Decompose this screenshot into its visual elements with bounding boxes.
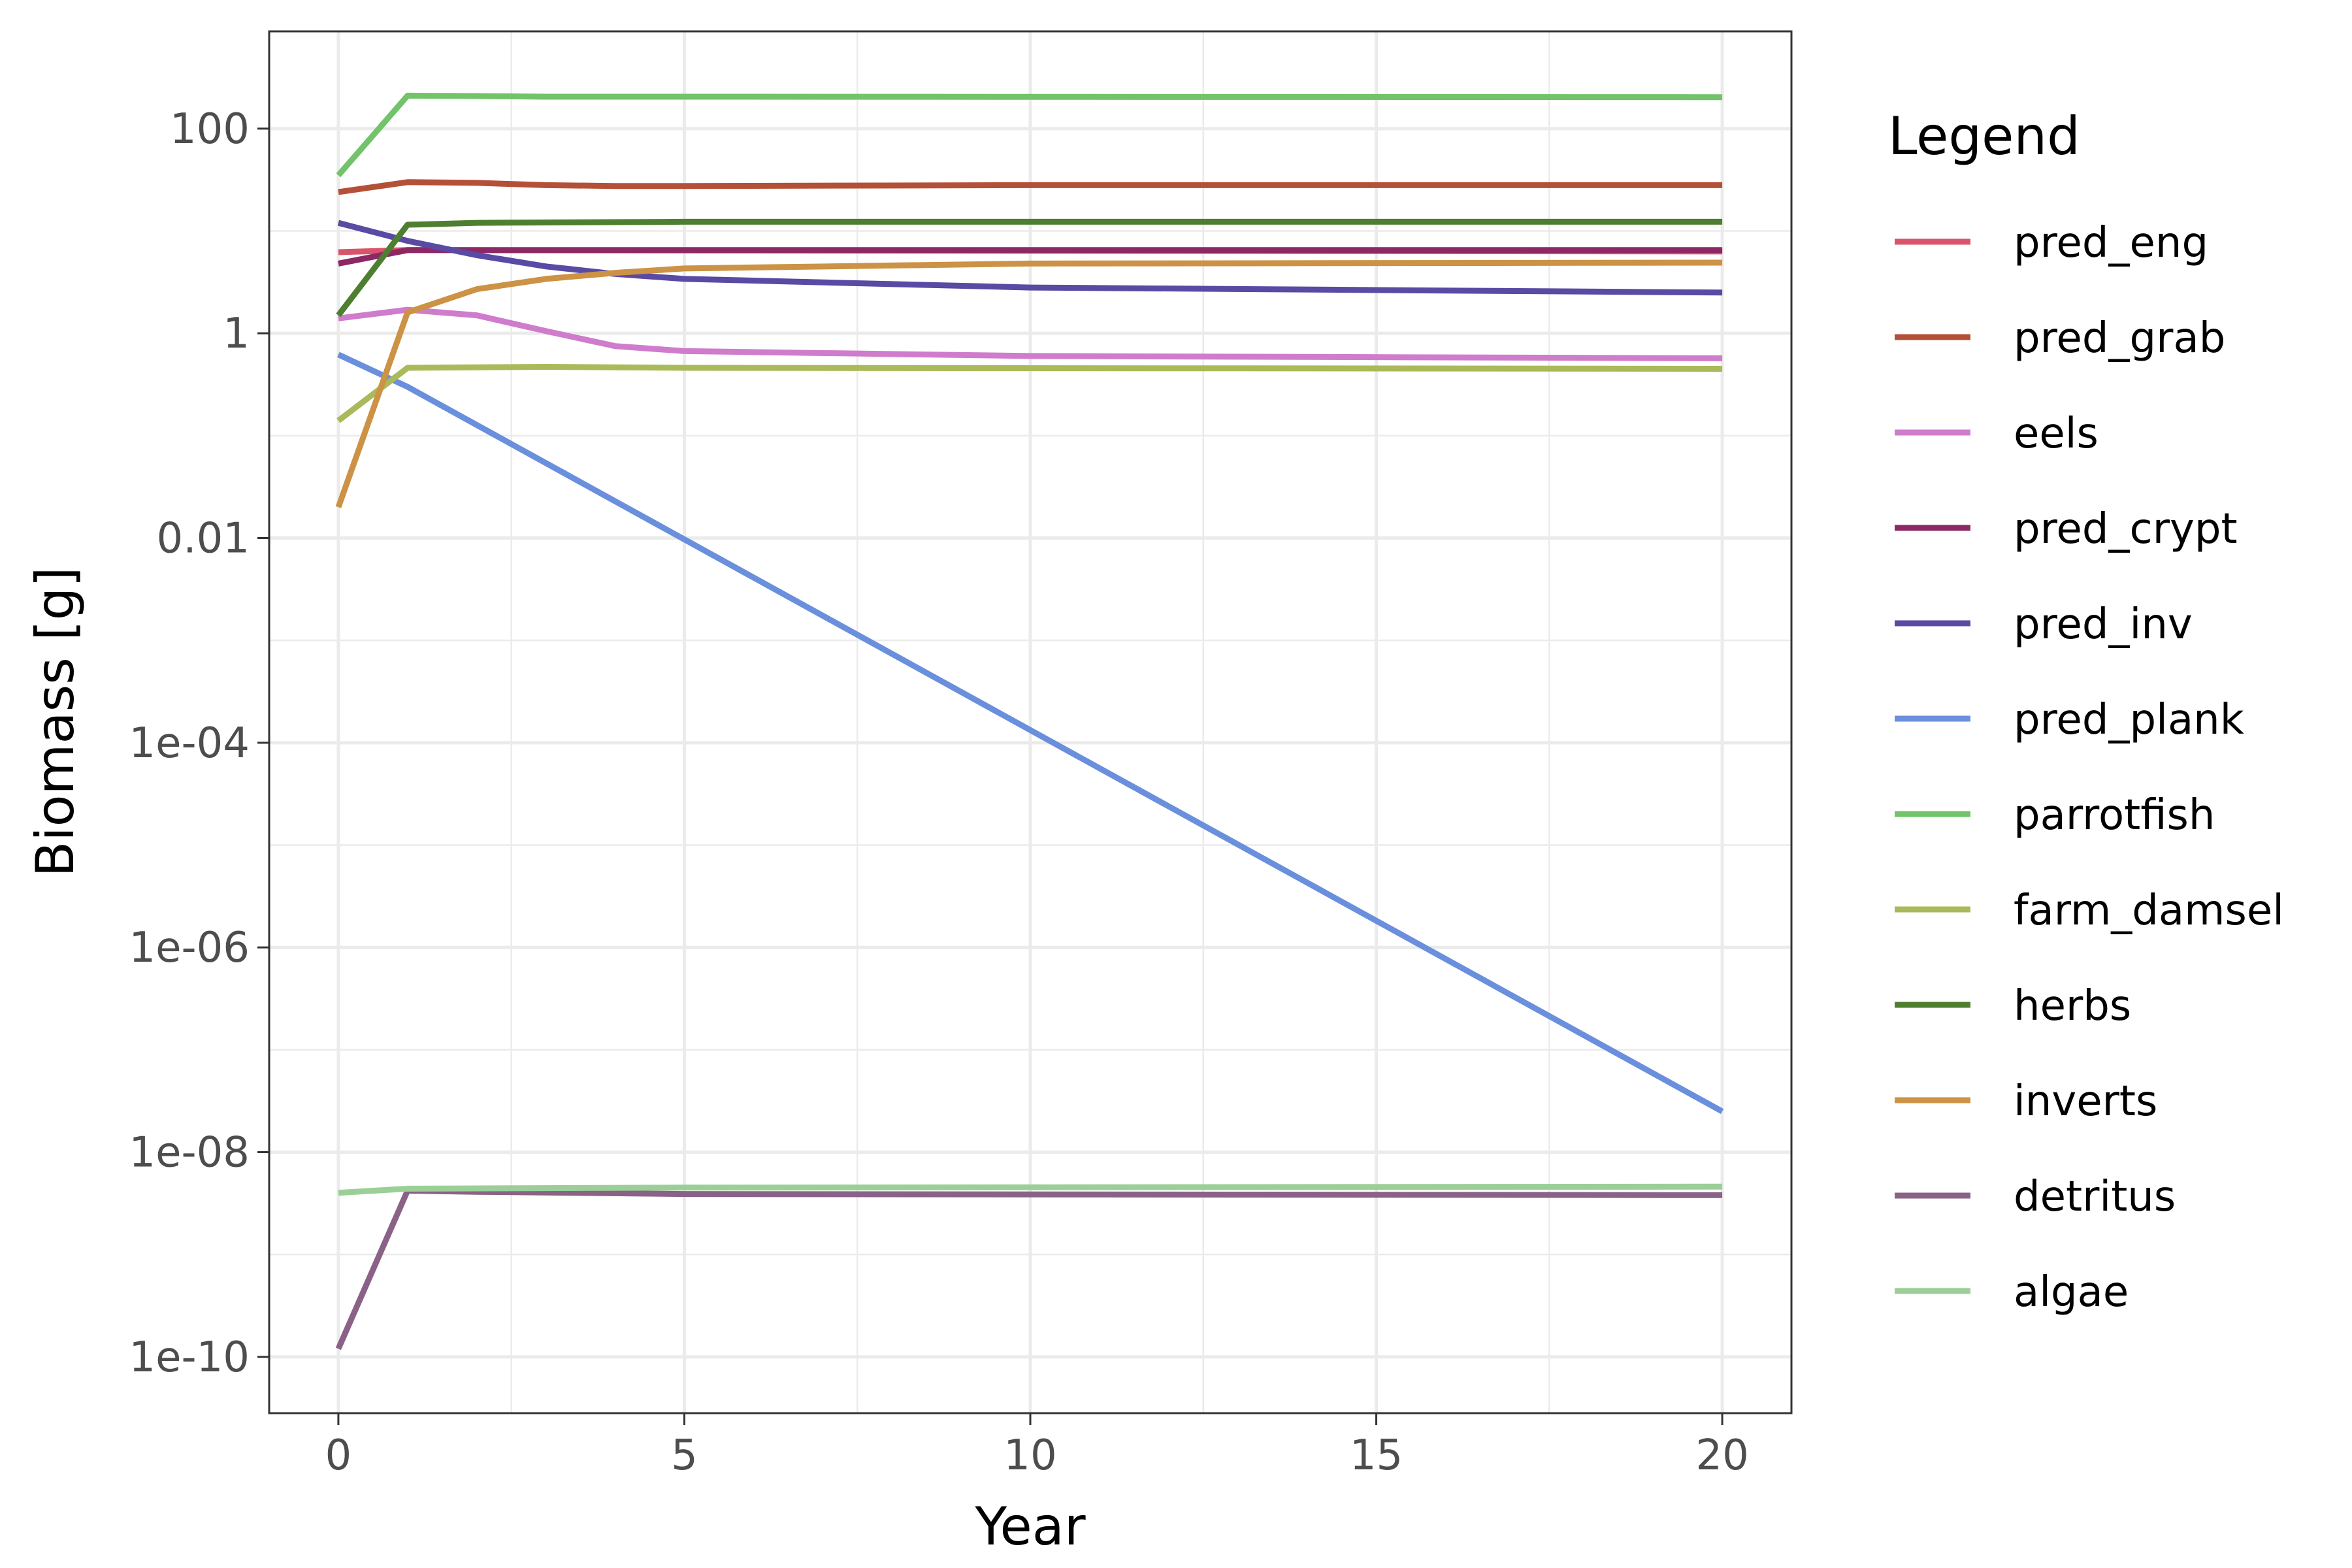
- legend-label: eels: [2014, 410, 2099, 458]
- x-tick-label: 10: [1004, 1431, 1056, 1480]
- legend-item-eels: eels: [1895, 410, 2099, 458]
- legend-item-pred_crypt: pred_crypt: [1895, 505, 2238, 553]
- y-tick-label: 1: [223, 310, 250, 358]
- x-axis-title: Year: [974, 1496, 1085, 1557]
- y-tick-label: 1e-10: [129, 1333, 250, 1382]
- legend-label: pred_plank: [2014, 696, 2244, 744]
- y-tick-label: 0.01: [157, 515, 250, 563]
- series-line-herbs: [336, 218, 1723, 318]
- series-line-inverts: [335, 259, 1723, 508]
- legend-item-herbs: herbs: [1895, 982, 2131, 1030]
- series-line-algae: [338, 1183, 1723, 1196]
- x-tick-label: 20: [1695, 1431, 1748, 1480]
- legend-item-pred_plank: pred_plank: [1895, 696, 2244, 744]
- legend-item-farm_damsel: farm_damsel: [1895, 887, 2284, 935]
- series-line-parrotfish: [336, 92, 1723, 178]
- legend-label: farm_damsel: [2014, 887, 2284, 935]
- y-tick-label: 100: [170, 105, 250, 154]
- legend-item-inverts: inverts: [1895, 1077, 2157, 1126]
- x-tick-label: 15: [1350, 1431, 1403, 1480]
- series-line-pred_grab: [338, 179, 1723, 195]
- y-axis-title: Biomass [g]: [25, 567, 86, 877]
- legend-label: pred_eng: [2014, 219, 2208, 267]
- legend-label: detritus: [2014, 1173, 2176, 1221]
- legend-label: herbs: [2014, 982, 2131, 1030]
- legend-item-pred_grab: pred_grab: [1895, 314, 2225, 363]
- y-tick-label: 1e-04: [129, 719, 250, 768]
- series-line-pred_inv: [337, 220, 1723, 296]
- legend-item-detritus: detritus: [1895, 1173, 2176, 1221]
- legend-label: parrotfish: [2014, 791, 2215, 840]
- legend-item-algae: algae: [1895, 1268, 2129, 1316]
- x-tick-label: 0: [325, 1431, 352, 1480]
- legend-title: Legend: [1888, 106, 2080, 167]
- legend-label: inverts: [2014, 1077, 2157, 1126]
- legend-item-pred_eng: pred_eng: [1895, 219, 2208, 267]
- series-line-pred_plank: [336, 351, 1724, 1115]
- x-tick-label: 5: [671, 1431, 698, 1480]
- legend-item-pred_inv: pred_inv: [1895, 600, 2193, 649]
- series-line-detritus: [335, 1188, 1723, 1350]
- plot-panel: [268, 30, 1793, 1414]
- y-tick-label: 1e-08: [129, 1129, 250, 1177]
- legend-label: algae: [2014, 1268, 2129, 1316]
- y-axis: 100 1 0.01 1e-04 1e-06 1e-08 1e-10: [129, 105, 269, 1382]
- series-lines: [335, 92, 1724, 1350]
- x-axis: 0 5 10 15 20: [325, 1413, 1749, 1480]
- legend-label: pred_crypt: [2014, 505, 2238, 553]
- legend-item-parrotfish: parrotfish: [1895, 791, 2215, 840]
- legend-label: pred_grab: [2014, 314, 2225, 363]
- y-tick-label: 1e-06: [129, 924, 250, 972]
- legend-label: pred_inv: [2014, 600, 2193, 649]
- legend: Legend pred_engpred_grabeelspred_cryptpr…: [1888, 106, 2284, 1316]
